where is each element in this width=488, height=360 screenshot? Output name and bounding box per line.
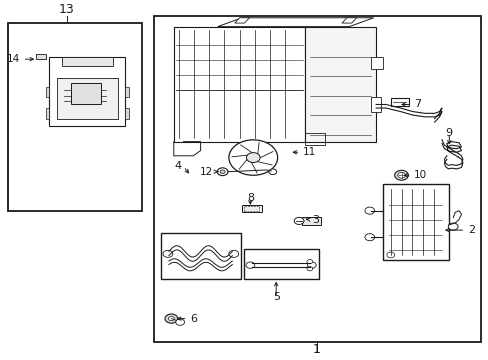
Circle shape xyxy=(306,260,312,264)
Circle shape xyxy=(397,172,405,178)
Bar xyxy=(242,204,261,212)
Bar xyxy=(71,83,101,104)
Text: 2: 2 xyxy=(467,225,474,235)
Circle shape xyxy=(175,319,184,325)
Circle shape xyxy=(306,266,312,271)
Text: 1: 1 xyxy=(312,343,320,356)
Bar xyxy=(370,98,380,112)
Circle shape xyxy=(307,262,316,268)
Circle shape xyxy=(246,153,260,162)
Text: 6: 6 xyxy=(189,314,197,324)
Bar xyxy=(61,57,113,66)
Circle shape xyxy=(228,140,277,175)
Circle shape xyxy=(268,169,276,175)
Bar xyxy=(45,108,49,119)
Circle shape xyxy=(220,170,224,174)
Circle shape xyxy=(386,252,394,258)
Bar xyxy=(160,233,241,279)
Circle shape xyxy=(164,314,177,323)
Bar xyxy=(302,217,320,225)
Bar xyxy=(305,27,375,141)
Circle shape xyxy=(163,250,172,257)
Bar xyxy=(243,248,319,279)
Bar xyxy=(390,99,408,106)
Circle shape xyxy=(394,170,407,180)
Bar xyxy=(244,206,259,211)
Polygon shape xyxy=(341,18,356,23)
Bar xyxy=(125,87,129,98)
Circle shape xyxy=(447,223,457,230)
Polygon shape xyxy=(217,18,373,27)
Text: 9: 9 xyxy=(445,128,452,138)
Text: 5: 5 xyxy=(272,292,279,302)
Circle shape xyxy=(168,316,174,321)
Text: 3: 3 xyxy=(311,215,318,225)
Text: 11: 11 xyxy=(303,147,316,157)
Circle shape xyxy=(364,207,374,214)
Circle shape xyxy=(364,234,374,241)
Circle shape xyxy=(294,217,304,224)
Text: 4: 4 xyxy=(174,161,181,171)
Bar xyxy=(383,184,448,260)
Bar xyxy=(57,78,118,119)
Text: 14: 14 xyxy=(7,54,20,64)
Circle shape xyxy=(217,168,227,176)
Bar xyxy=(8,23,142,211)
Text: 12: 12 xyxy=(199,167,212,177)
Text: 8: 8 xyxy=(246,193,253,203)
Text: 13: 13 xyxy=(59,3,74,16)
Bar xyxy=(173,27,305,141)
Bar xyxy=(370,57,383,69)
Text: 10: 10 xyxy=(413,170,427,180)
Bar xyxy=(125,108,129,119)
Bar xyxy=(36,54,45,59)
Polygon shape xyxy=(234,18,249,23)
Bar xyxy=(154,16,480,342)
Bar xyxy=(45,87,49,98)
Text: 7: 7 xyxy=(413,99,421,109)
Circle shape xyxy=(245,262,254,268)
Bar xyxy=(49,57,125,126)
Circle shape xyxy=(228,250,238,257)
